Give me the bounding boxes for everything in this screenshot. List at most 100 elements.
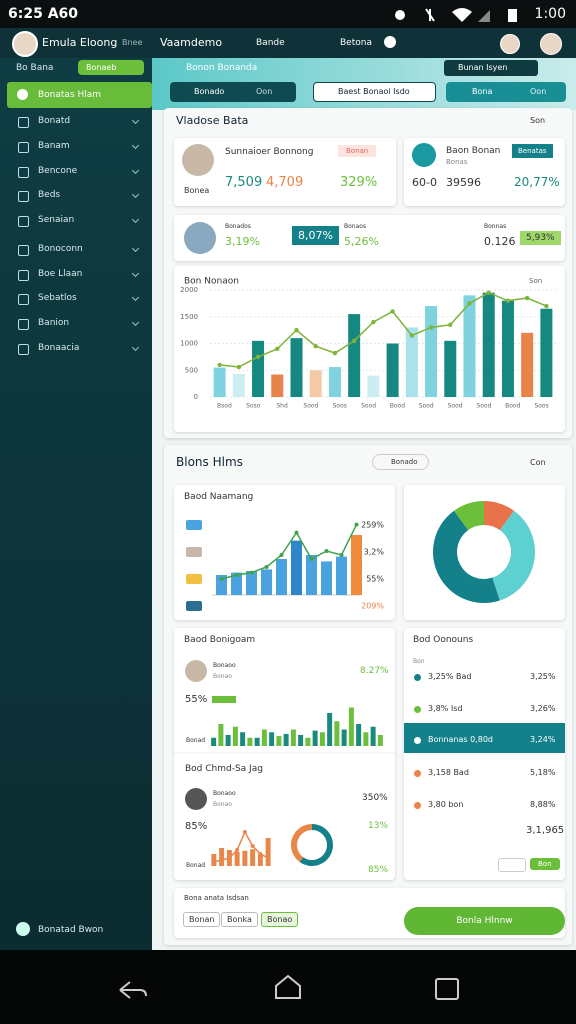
- footer-title: Bona anata Isdsan: [184, 894, 249, 902]
- line-point: [275, 346, 280, 352]
- bar: [225, 735, 231, 746]
- strip-label: Bonados: [225, 223, 251, 230]
- filter[interactable]: [313, 82, 436, 102]
- line-point: [354, 522, 359, 527]
- row-icon: [186, 520, 202, 530]
- strip-value: 0.126: [484, 235, 516, 248]
- nav-item[interactable]: Bonoconn: [38, 244, 83, 254]
- bar: [240, 732, 246, 746]
- strip-label: Bonaos: [344, 223, 367, 230]
- filter-label[interactable]: Bona: [472, 87, 493, 96]
- row-label: 3,8% Isd: [428, 704, 463, 713]
- card-value: 60-0: [412, 176, 437, 189]
- row-label: 55%: [366, 575, 384, 584]
- footer-button[interactable]: Bonla Hlnnw: [404, 907, 565, 935]
- bar: [351, 535, 362, 595]
- avatar: [184, 222, 216, 254]
- line-point: [448, 322, 453, 327]
- filter-label[interactable]: Bonado: [194, 87, 225, 96]
- row-label: 3,25% Bad: [428, 672, 472, 681]
- bar: [463, 295, 476, 397]
- bar: [321, 561, 332, 595]
- line-point: [371, 319, 376, 325]
- y-tick-label: 2000: [180, 286, 198, 294]
- nav-home[interactable]: [275, 974, 301, 999]
- nav-icon: [18, 270, 29, 281]
- sidebar-button[interactable]: Bonaeb: [78, 60, 144, 75]
- overview-title: Vladose Bata: [176, 114, 249, 127]
- nav-item[interactable]: Beds: [38, 190, 61, 200]
- bar: [444, 340, 457, 397]
- nav-item[interactable]: Banion: [38, 318, 70, 328]
- filter[interactable]: [170, 82, 296, 102]
- filter-tail[interactable]: Oon: [530, 87, 547, 96]
- bar: [265, 838, 271, 866]
- footer-chip[interactable]: Bonan: [183, 912, 221, 927]
- nav-item[interactable]: Sebatlos: [38, 293, 77, 303]
- overview-more[interactable]: Son: [530, 116, 546, 125]
- bar: [213, 367, 226, 397]
- app-link[interactable]: Bande: [256, 38, 285, 48]
- nav-back[interactable]: [119, 981, 147, 999]
- avatar: [182, 144, 214, 176]
- bar: [341, 729, 347, 746]
- bar: [290, 338, 303, 397]
- line-point: [467, 301, 472, 306]
- footer-chip[interactable]: Bonao: [261, 912, 299, 927]
- bar: [370, 726, 376, 746]
- bar: [363, 732, 369, 746]
- sidebar-title: Bo Bana: [16, 63, 54, 73]
- strip-label: Bonnas: [484, 223, 507, 230]
- card-tag[interactable]: Benatas: [512, 144, 553, 158]
- filter[interactable]: [446, 82, 566, 102]
- row-highlight: [404, 723, 565, 753]
- card-sub: Bonea: [184, 186, 210, 195]
- nav-icon: [18, 167, 29, 178]
- filter-label[interactable]: Baest Bonaoi Isdo: [338, 87, 410, 96]
- toggle[interactable]: [384, 36, 396, 48]
- avatar: [500, 34, 520, 54]
- bar: [425, 306, 438, 397]
- line-point: [332, 350, 338, 356]
- section-more[interactable]: Con: [530, 458, 546, 467]
- nav-recent[interactable]: [435, 978, 459, 1000]
- toolbar-badge[interactable]: Bunan Isyen: [444, 60, 538, 76]
- nav-item[interactable]: Bencone: [38, 166, 78, 176]
- row-value: 8,88%: [530, 800, 556, 809]
- line-point: [258, 852, 263, 856]
- nav-item[interactable]: Banam: [38, 141, 70, 151]
- strip-value[interactable]: 5,93%: [520, 231, 561, 245]
- y-tick-label: 500: [185, 366, 198, 374]
- strip-value[interactable]: 8,07%: [292, 226, 339, 245]
- line-point: [217, 362, 222, 368]
- bar: [218, 724, 224, 746]
- filter-tail[interactable]: Oon: [256, 87, 273, 96]
- app-menu[interactable]: Vaamdemo: [160, 36, 223, 49]
- list-button[interactable]: Bon: [530, 858, 560, 870]
- app-user[interactable]: Emula Eloong: [42, 36, 118, 49]
- nav-item[interactable]: Senaian: [38, 215, 75, 225]
- card-tag[interactable]: Bonan: [338, 145, 377, 157]
- line-point: [505, 298, 511, 303]
- bar: [482, 292, 495, 397]
- bar: [540, 308, 553, 397]
- sidebar-active-label[interactable]: Bonatas Hlam: [38, 90, 102, 100]
- status-time: 6:25 A60: [8, 6, 79, 22]
- app-tab[interactable]: Bnee: [122, 38, 143, 47]
- x-tick-label: Bood: [390, 403, 405, 410]
- sidebar-active[interactable]: [7, 82, 152, 108]
- footer-chip[interactable]: Bonka: [221, 912, 258, 927]
- app-action[interactable]: Betona: [340, 38, 372, 48]
- list-button-ghost[interactable]: [498, 858, 526, 872]
- row-label: 3,158 Bad: [428, 768, 469, 777]
- line-point: [250, 844, 255, 848]
- section-button[interactable]: Bonado: [372, 454, 429, 470]
- nav-item[interactable]: Bonatd: [38, 116, 71, 126]
- nav-item[interactable]: Bonaacia: [38, 343, 80, 353]
- bar: [231, 572, 242, 595]
- sidebar-footer[interactable]: Bonatad Bwon: [38, 925, 104, 935]
- bar: [219, 848, 225, 866]
- nav-item[interactable]: Boe Llaan: [38, 269, 83, 279]
- bar: [234, 852, 240, 866]
- nav-icon: [18, 294, 29, 305]
